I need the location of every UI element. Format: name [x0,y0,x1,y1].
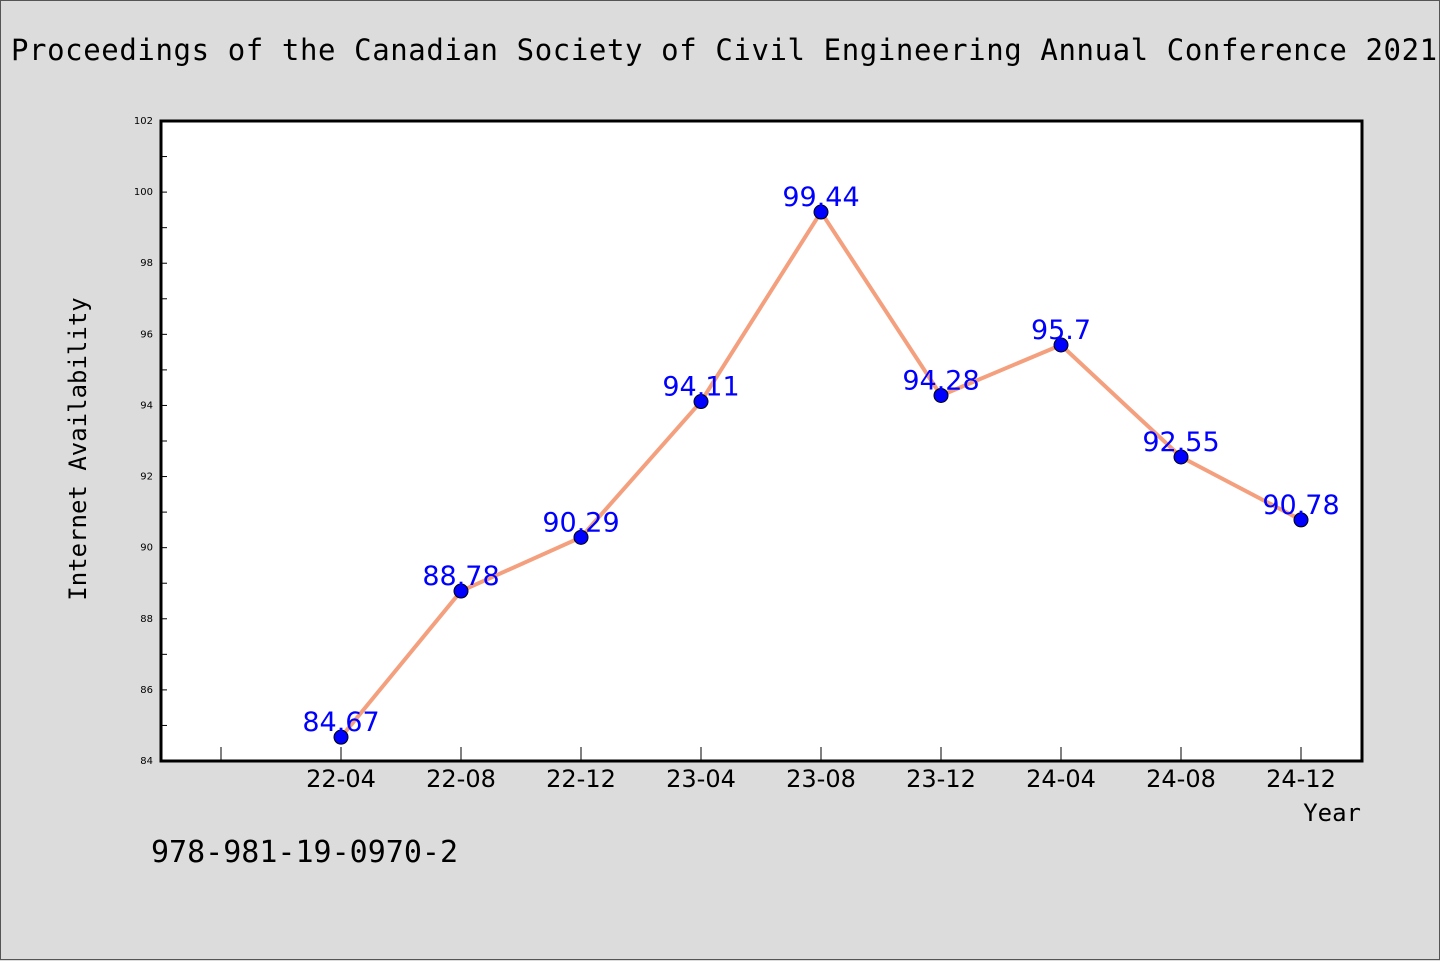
data-point [333,729,349,745]
data-point [573,529,589,545]
data-label: 99.44 [782,182,859,213]
y-tick-label: 94 [140,400,153,411]
y-tick-label: 90 [140,543,153,554]
data-labels: 84.67 88.78 90.29 94.11 99.44 94.28 95.7 92.55 9… [302,182,1339,738]
x-tick-label: 23-12 [906,765,976,793]
series-markers [333,204,1309,745]
y-axis: 84 86 88 90 92 94 96 98 100 102 [134,116,167,767]
page-title: Proceedings of the Canadian Society of C… [11,33,1438,67]
data-label: 90.78 [1262,490,1339,521]
x-tick-label: 22-08 [426,765,496,793]
x-axis-title: Year [1303,799,1361,827]
x-tick-label: 24-12 [1266,765,1336,793]
data-label: 92.55 [1142,427,1219,458]
y-tick-label: 98 [140,258,153,269]
y-axis-title: Internet Availability [64,297,92,600]
data-label: 94.11 [662,372,739,403]
isbn-footer: 978-981-19-0970-2 [151,835,459,870]
data-label: 88.78 [422,561,499,592]
y-tick-label: 86 [140,685,153,696]
data-label: 84.67 [302,707,379,738]
data-point [693,394,709,410]
x-tick-label: 23-04 [666,765,736,793]
x-axis: 22-04 22-08 22-12 23-04 23-08 23-12 24-04 24-08… [220,747,1336,793]
data-point [813,204,829,220]
x-tick-label: 24-04 [1026,765,1096,793]
x-tick-label: 22-12 [546,765,616,793]
y-tick-label: 84 [140,756,153,767]
data-label: 90.29 [542,507,619,538]
y-tick-label: 92 [140,472,153,483]
y-tick-label: 102 [134,116,153,127]
data-point [1053,337,1069,353]
data-label: 95.7 [1031,315,1091,346]
data-label: 94.28 [902,365,979,396]
data-point [933,387,949,403]
y-tick-label: 88 [140,614,153,625]
data-point [453,583,469,599]
x-tick-label: 22-04 [306,765,376,793]
data-point [1293,512,1309,528]
data-point [1173,449,1189,465]
x-tick-label: 24-08 [1146,765,1216,793]
y-tick-label: 96 [140,329,153,340]
x-tick-label: 23-08 [786,765,856,793]
y-tick-label: 100 [134,187,153,198]
